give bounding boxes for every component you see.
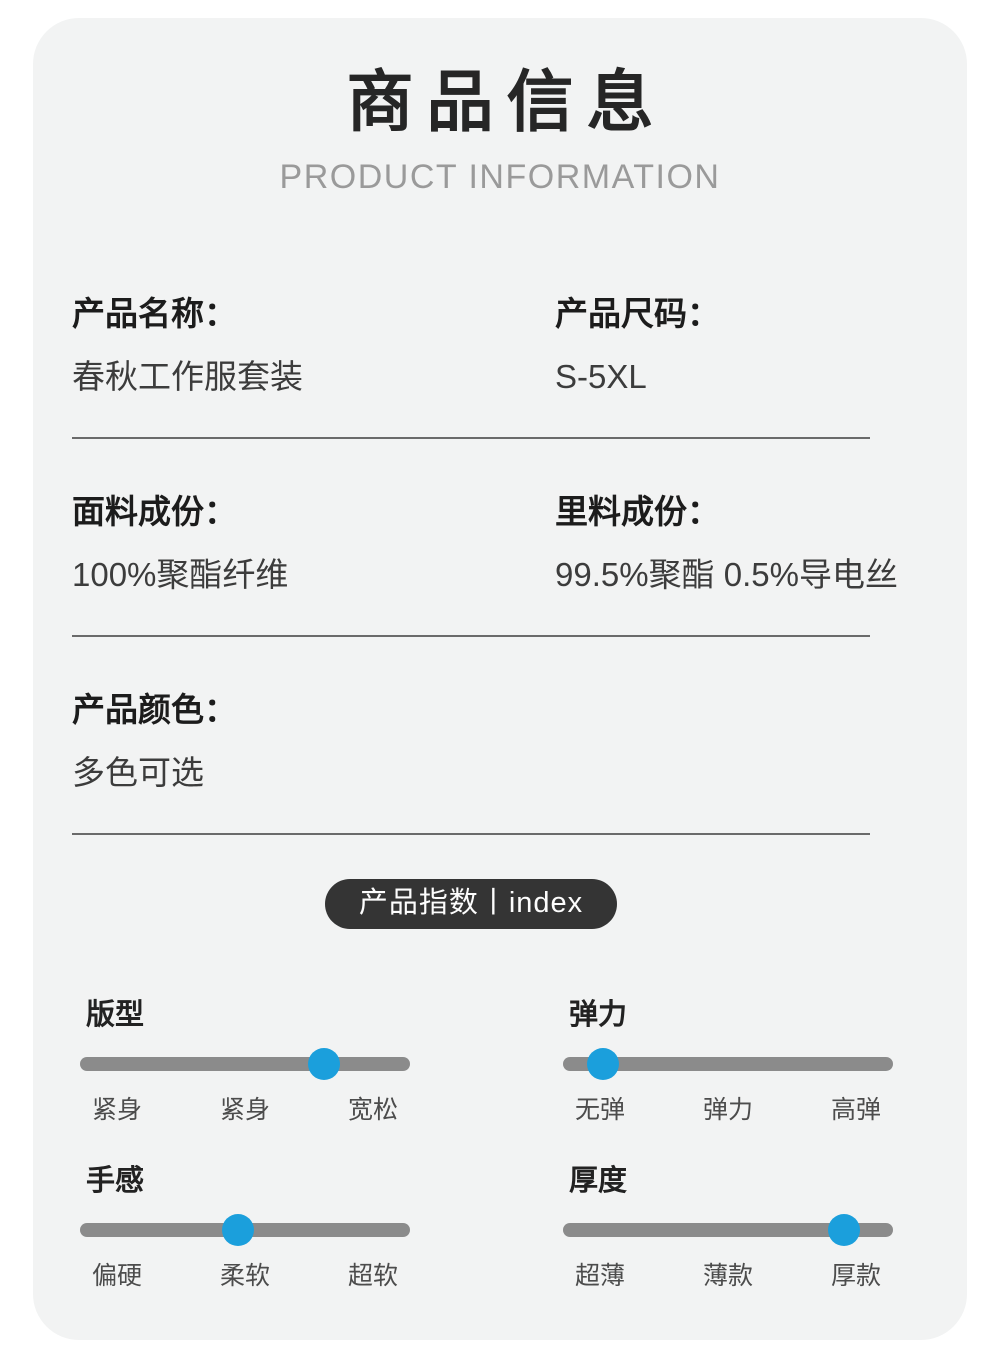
product-index-sliders: 版型 紧身 紧身 宽松 弹力 无弹 弹力 高弹 bbox=[80, 1001, 905, 1289]
slider-label: 超薄 bbox=[575, 1262, 626, 1291]
field-value: 春秋工作服套装 bbox=[72, 358, 303, 396]
slider-feel: 手感 偏硬 柔软 超软 bbox=[80, 1167, 410, 1289]
field-label: 产品颜色： bbox=[72, 691, 237, 729]
index-badge: 产品指数丨index bbox=[324, 879, 618, 930]
field-lining-composition: 里料成份： 99.5%聚酯 0.5%导电丝 bbox=[555, 495, 898, 591]
slider-label: 紧身 bbox=[219, 1096, 270, 1125]
slider-handle bbox=[308, 1048, 341, 1081]
slider-track bbox=[80, 1214, 410, 1247]
field-product-color: 产品颜色： 多色可选 bbox=[72, 693, 555, 789]
slider-track bbox=[80, 1048, 410, 1081]
divider bbox=[72, 833, 870, 836]
slider-title: 弹力 bbox=[569, 999, 628, 1032]
slider-elasticity: 弹力 无弹 弹力 高弹 bbox=[563, 1001, 893, 1123]
divider bbox=[72, 635, 870, 638]
slider-label: 厚款 bbox=[830, 1262, 881, 1291]
slider-track bbox=[563, 1214, 893, 1247]
field-label: 产品尺码： bbox=[555, 295, 720, 333]
slider-labels: 偏硬 柔软 超软 bbox=[80, 1264, 410, 1289]
field-label: 里料成份： bbox=[555, 493, 720, 531]
slider-title: 版型 bbox=[86, 999, 145, 1032]
index-badge-wrap: 产品指数丨index bbox=[72, 879, 870, 930]
slider-label: 高弹 bbox=[830, 1096, 881, 1125]
slider-labels: 紧身 紧身 宽松 bbox=[80, 1098, 410, 1123]
slider-handle bbox=[827, 1214, 860, 1247]
slider-labels: 无弹 弹力 高弹 bbox=[563, 1098, 893, 1123]
field-value: 99.5%聚酯 0.5%导电丝 bbox=[555, 556, 898, 594]
field-value: 多色可选 bbox=[72, 754, 204, 792]
field-product-size: 产品尺码： S-5XL bbox=[555, 297, 870, 393]
divider bbox=[72, 437, 870, 440]
slider-label: 偏硬 bbox=[92, 1262, 143, 1291]
info-section: 产品名称： 春秋工作服套装 产品尺码： S-5XL 面料成份： 100%聚酯纤维… bbox=[72, 297, 898, 1289]
slider-title: 手感 bbox=[86, 1165, 145, 1198]
field-value: 100%聚酯纤维 bbox=[72, 556, 289, 594]
product-info-card: 商品信息 PRODUCT INFORMATION 产品名称： 春秋工作服套装 产… bbox=[33, 18, 967, 1340]
slider-label: 弹力 bbox=[702, 1096, 753, 1125]
slider-track bbox=[563, 1048, 893, 1081]
field-value: S-5XL bbox=[555, 358, 647, 396]
field-product-name: 产品名称： 春秋工作服套装 bbox=[72, 297, 555, 393]
slider-title: 厚度 bbox=[569, 1165, 628, 1198]
slider-handle bbox=[586, 1048, 619, 1081]
info-row-fabric-lining: 面料成份： 100%聚酯纤维 里料成份： 99.5%聚酯 0.5%导电丝 bbox=[72, 495, 898, 591]
page-title: 商品信息 bbox=[346, 65, 667, 140]
slider-labels: 超薄 薄款 厚款 bbox=[563, 1264, 893, 1289]
slider-fit: 版型 紧身 紧身 宽松 bbox=[80, 1001, 410, 1123]
field-label: 产品名称： bbox=[72, 295, 237, 333]
slider-label: 柔软 bbox=[219, 1262, 270, 1291]
slider-label: 超软 bbox=[347, 1262, 398, 1291]
slider-label: 宽松 bbox=[347, 1096, 398, 1125]
slider-handle bbox=[222, 1214, 255, 1247]
slider-label: 无弹 bbox=[575, 1096, 626, 1125]
field-label: 面料成份： bbox=[72, 493, 237, 531]
slider-thickness: 厚度 超薄 薄款 厚款 bbox=[563, 1167, 893, 1289]
slider-label: 薄款 bbox=[702, 1262, 753, 1291]
field-fabric-composition: 面料成份： 100%聚酯纤维 bbox=[72, 495, 555, 591]
info-row-color: 产品颜色： 多色可选 bbox=[72, 693, 870, 789]
info-row-name-size: 产品名称： 春秋工作服套装 产品尺码： S-5XL bbox=[72, 297, 870, 393]
page-subtitle: PRODUCT INFORMATION bbox=[279, 158, 721, 197]
slider-label: 紧身 bbox=[92, 1096, 143, 1125]
